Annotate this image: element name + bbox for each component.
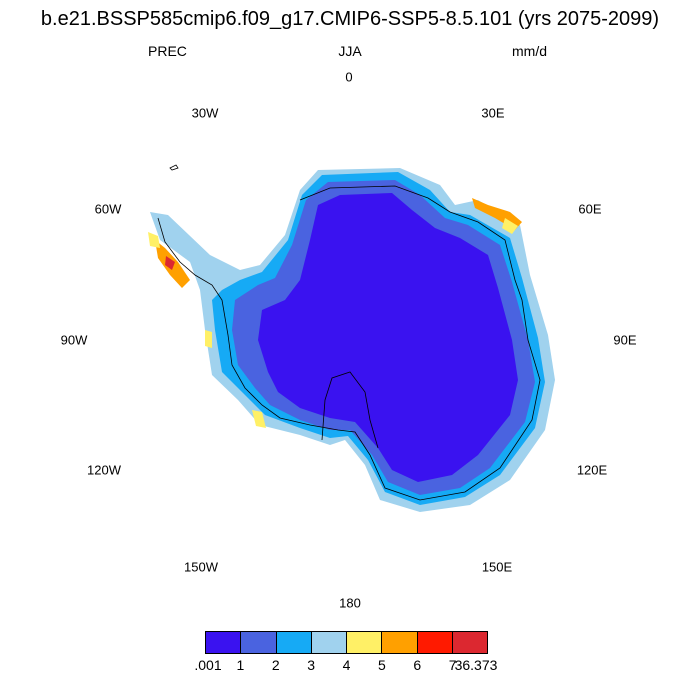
- colorbar: [205, 631, 488, 654]
- colorbar-tick-label: 3: [307, 657, 316, 673]
- colorbar-swatch: [416, 632, 452, 653]
- lon-label-60w: 60W: [94, 201, 122, 217]
- lon-label-30w: 30W: [191, 105, 219, 121]
- lon-label-30e: 30E: [481, 105, 505, 121]
- colorbar-swatch: [275, 632, 311, 653]
- colorbar-tick-label: .001: [194, 657, 222, 673]
- colorbar-tick-label: 6: [413, 657, 422, 673]
- lon-label-120w: 120W: [87, 462, 121, 478]
- season-label: JJA: [338, 43, 362, 59]
- lon-label-90e: 90E: [613, 332, 637, 348]
- colorbar-swatch: [240, 632, 276, 653]
- east-coast-yellow: [502, 218, 518, 234]
- colorbar-swatch: [206, 632, 241, 653]
- lon-label-60e: 60E: [578, 201, 602, 217]
- plot-title: b.e21.BSSP585cmip6.f09_g17.CMIP6-SSP5-8.…: [40, 8, 660, 30]
- colorbar-tick-label: 5: [377, 657, 386, 673]
- variable-label: PREC: [148, 43, 187, 59]
- units-label: mm/d: [512, 43, 547, 59]
- ross-ice-shelf-line: [321, 371, 379, 449]
- colorbar-swatch: [451, 632, 487, 653]
- lon-label-0: 0: [345, 69, 353, 85]
- colorbar-swatch: [346, 632, 382, 653]
- colorbar-tick-label: 2: [271, 657, 280, 673]
- lon-label-150e: 150E: [481, 559, 513, 575]
- colorbar-tick-label: 36.373: [454, 657, 498, 673]
- colorbar-swatch: [381, 632, 417, 653]
- lon-label-180: 180: [339, 595, 361, 611]
- island-outline: [169, 164, 179, 171]
- lon-label-150w: 150W: [184, 559, 218, 575]
- colorbar-tick-label: 1: [236, 657, 245, 673]
- peninsula-yellow: [148, 232, 160, 248]
- colorbar-tick-label: 7: [448, 657, 457, 673]
- interior-low-precip: [258, 193, 518, 482]
- lon-label-90w: 90W: [60, 332, 88, 348]
- west-coast-yellow: [205, 330, 266, 428]
- colorbar-swatch: [310, 632, 346, 653]
- colorbar-tick-label: 4: [342, 657, 351, 673]
- coastline: [157, 185, 541, 501]
- peninsula-peak-precip: [165, 256, 175, 270]
- lon-label-120e: 120E: [576, 462, 608, 478]
